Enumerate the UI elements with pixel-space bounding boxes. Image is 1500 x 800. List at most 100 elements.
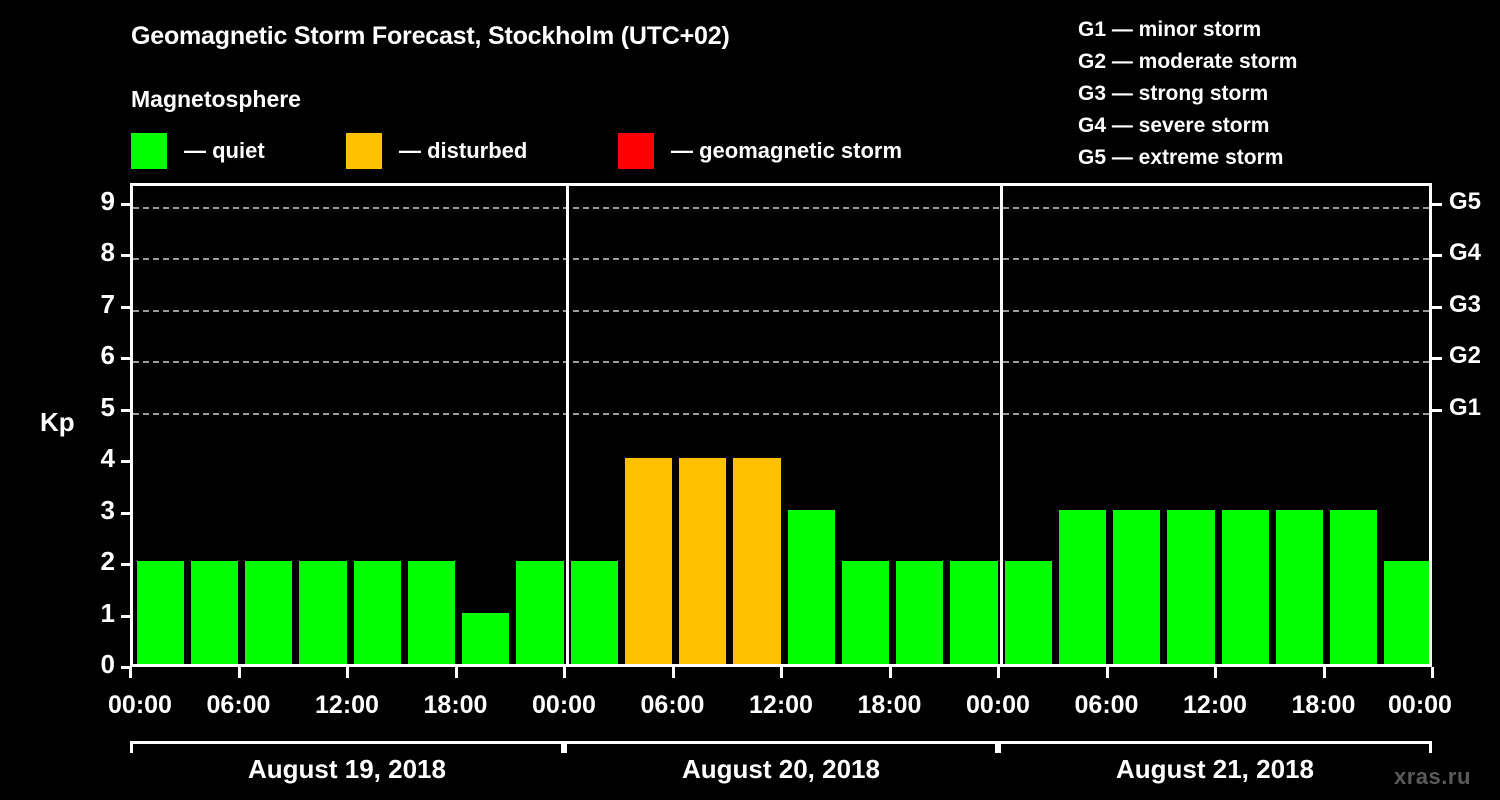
y-tick-1: [121, 614, 131, 618]
y-tick-label-6: 6: [100, 340, 115, 371]
gridline-kp-6: [133, 361, 1429, 364]
bar-kp-7: [516, 561, 564, 664]
x-tick-12: [1431, 667, 1434, 678]
x-tick-label-2: 12:00: [315, 691, 379, 719]
page-title: Geomagnetic Storm Forecast, Stockholm (U…: [131, 22, 730, 50]
gridline-kp-9: [133, 206, 1429, 209]
y-tick-6: [121, 357, 131, 361]
gridline-kp-7: [133, 309, 1429, 312]
x-tick-label-4: 00:00: [532, 691, 596, 719]
x-tick-5: [671, 667, 675, 678]
bar-kp-19: [1167, 509, 1215, 664]
watermark: xras.ru: [1394, 764, 1471, 789]
legend-swatch-disturbed-icon: [346, 133, 382, 169]
x-tick-11: [1322, 667, 1326, 678]
bar-kp-17: [1058, 509, 1106, 664]
date-label-1: August 20, 2018: [682, 754, 880, 784]
y-right-label-G2: G2: [1449, 342, 1482, 370]
y-right-label-G4: G4: [1449, 239, 1482, 267]
y-right-label-G3: G3: [1449, 290, 1482, 318]
y-right-tick-G1: [1431, 408, 1442, 412]
y-axis-title: Kp: [40, 407, 75, 437]
y-tick-9: [121, 202, 131, 206]
x-tick-label-8: 00:00: [966, 691, 1030, 719]
bar-kp-15: [950, 561, 998, 664]
x-tick-0: [129, 667, 132, 678]
x-tick-label-11: 18:00: [1291, 691, 1356, 719]
bar-kp-21: [1275, 509, 1323, 664]
x-tick-7: [888, 667, 892, 678]
x-tick-label-0: 00:00: [108, 691, 172, 719]
gscale-row-g5: G5 — extreme storm: [1078, 146, 1284, 169]
y-right-label-G1: G1: [1449, 393, 1482, 421]
y-tick-label-8: 8: [100, 237, 115, 268]
legend-label-quiet: — quiet: [184, 138, 265, 163]
y-right-label-G5: G5: [1449, 187, 1482, 215]
x-tick-label-12: 00:00: [1388, 691, 1452, 719]
bar-kp-0: [136, 561, 184, 664]
bar-kp-23: [1384, 561, 1429, 664]
gscale-row-g1: G1 — minor storm: [1078, 18, 1262, 41]
gscale-row-g3: G3 — strong storm: [1078, 82, 1269, 105]
x-tick-label-7: 18:00: [857, 691, 922, 719]
x-tick-label-6: 12:00: [749, 691, 813, 719]
bar-kp-10: [679, 458, 727, 664]
y-tick-label-3: 3: [100, 494, 115, 525]
day-separator: [1000, 186, 1003, 664]
y-tick-4: [121, 460, 131, 464]
x-tick-1: [237, 667, 241, 678]
date-label-2: August 21, 2018: [1116, 754, 1314, 784]
x-tick-8: [997, 667, 1000, 678]
legend-swatch-quiet-icon: [131, 133, 167, 169]
x-tick-label-10: 12:00: [1183, 691, 1247, 719]
gridline-kp-8: [133, 258, 1429, 261]
bar-kp-11: [733, 458, 781, 664]
bar-kp-2: [245, 561, 293, 664]
gscale-legend: G1 — minor storm G2 — moderate storm G3 — …: [1078, 14, 1297, 174]
x-tick-label-1: 06:00: [206, 691, 271, 719]
gscale-row-g4: G4 — severe storm: [1078, 114, 1270, 137]
bar-kp-20: [1221, 509, 1269, 664]
legend-entry-quiet: — quiet: [131, 133, 265, 169]
y-tick-label-7: 7: [100, 288, 115, 319]
x-tick-label-5: 06:00: [640, 691, 705, 719]
x-tick-2: [346, 667, 349, 678]
y-tick-label-5: 5: [100, 391, 115, 422]
gridline-kp-5: [133, 412, 1429, 415]
bar-kp-9: [624, 458, 672, 664]
bar-kp-14: [896, 561, 944, 664]
y-tick-label-4: 4: [100, 443, 115, 474]
y-right-tick-G4: [1431, 254, 1442, 258]
legend-entry-disturbed: — disturbed: [346, 133, 527, 169]
bar-kp-5: [407, 561, 455, 664]
bar-kp-12: [787, 509, 835, 664]
y-tick-3: [121, 511, 131, 515]
date-label-0: August 19, 2018: [248, 754, 446, 784]
bar-kp-3: [299, 561, 347, 664]
bar-kp-16: [1004, 561, 1052, 664]
y-tick-label-2: 2: [100, 546, 115, 577]
y-tick-0: [121, 666, 131, 669]
bar-kp-22: [1330, 509, 1378, 664]
bar-kp-1: [190, 561, 238, 664]
bar-kp-8: [570, 561, 618, 664]
legend-label-geomagnetic-storm: — geomagnetic storm: [671, 138, 903, 163]
y-tick-5: [121, 408, 131, 412]
y-tick-label-1: 1: [100, 597, 115, 628]
gscale-row-g2: G2 — moderate storm: [1078, 50, 1298, 73]
x-tick-9: [1105, 667, 1109, 678]
x-tick-label-3: 18:00: [423, 691, 488, 719]
y-tick-label-9: 9: [100, 185, 115, 216]
x-tick-10: [1214, 667, 1217, 678]
bar-kp-18: [1113, 509, 1161, 664]
legend-label-disturbed: — disturbed: [399, 138, 528, 163]
y-right-tick-G2: [1431, 357, 1442, 361]
y-tick-2: [121, 563, 131, 567]
plot-area: [130, 183, 1432, 667]
bar-kp-6: [462, 612, 510, 664]
y-tick-7: [121, 305, 131, 309]
legend-heading: Magnetosphere: [131, 86, 301, 112]
y-tick-8: [121, 254, 131, 258]
bar-kp-13: [841, 561, 889, 664]
